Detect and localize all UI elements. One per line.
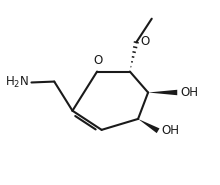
Text: O: O xyxy=(141,35,150,48)
Text: OH: OH xyxy=(161,124,179,137)
Text: OH: OH xyxy=(181,86,198,99)
Polygon shape xyxy=(148,90,177,95)
Text: H$_2$N: H$_2$N xyxy=(5,75,29,90)
Text: O: O xyxy=(93,54,103,67)
Polygon shape xyxy=(138,119,160,133)
